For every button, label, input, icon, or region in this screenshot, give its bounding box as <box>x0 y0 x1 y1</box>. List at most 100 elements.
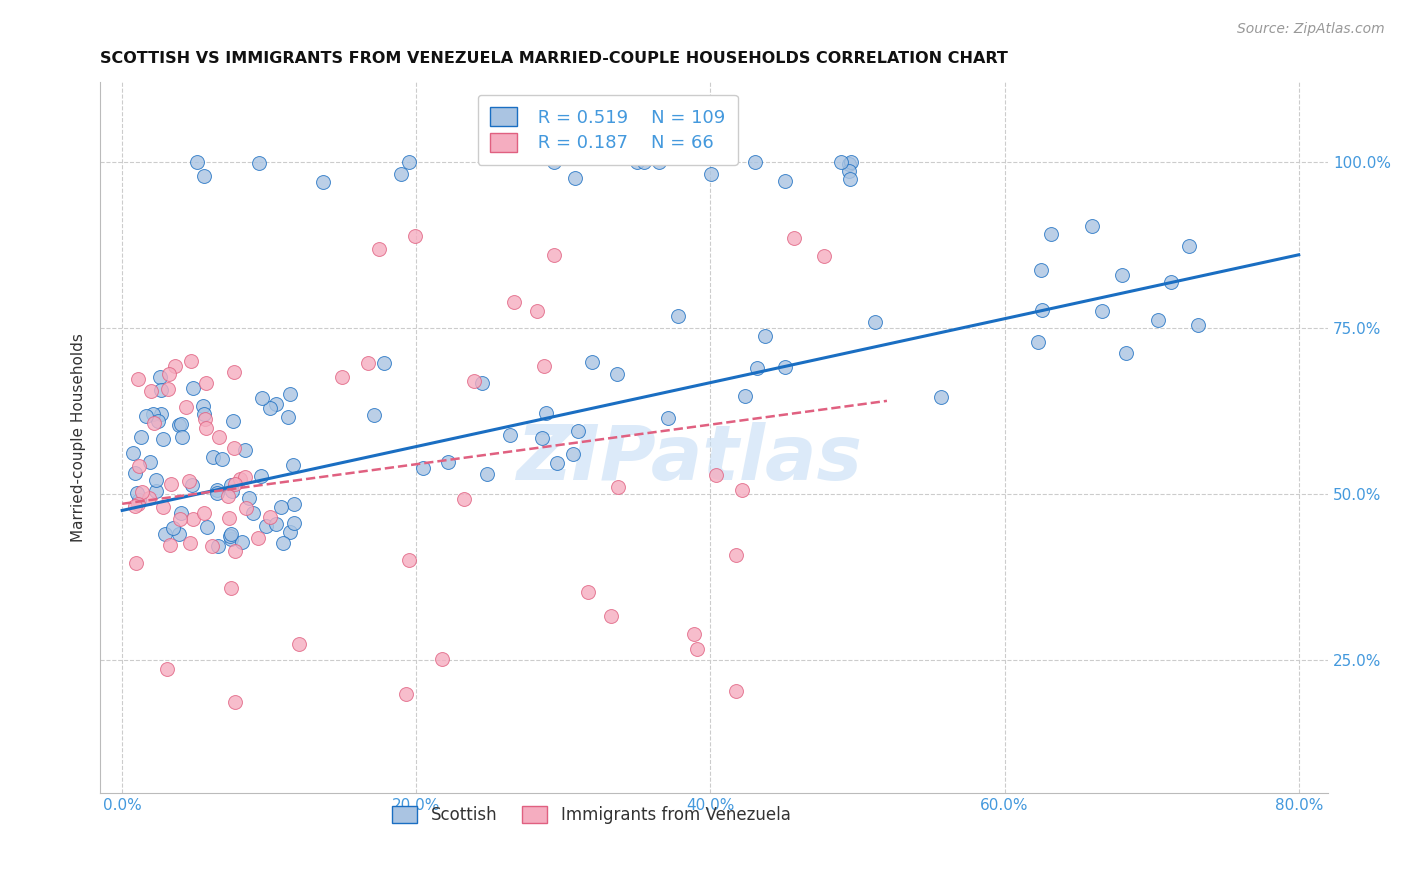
Point <box>724 683 747 698</box>
Point <box>127 371 149 385</box>
Point <box>205 483 228 497</box>
Point <box>398 552 420 566</box>
Point <box>219 478 242 492</box>
Point <box>838 164 860 178</box>
Point <box>249 469 271 483</box>
Point <box>208 429 231 443</box>
Point <box>169 512 191 526</box>
Point <box>264 516 287 531</box>
Point <box>363 408 385 422</box>
Point <box>395 687 418 701</box>
Point <box>145 483 167 498</box>
Point <box>180 354 202 368</box>
Point <box>270 500 292 515</box>
Point <box>839 154 862 169</box>
Point <box>725 549 748 563</box>
Point <box>125 556 148 570</box>
Point <box>201 539 224 553</box>
Point <box>657 411 679 425</box>
Point <box>283 516 305 530</box>
Point <box>863 314 886 328</box>
Point <box>157 367 180 381</box>
Point <box>264 397 287 411</box>
Point <box>430 652 453 666</box>
Point <box>633 154 655 169</box>
Point <box>155 527 177 541</box>
Point <box>177 474 200 488</box>
Point <box>682 627 704 641</box>
Point <box>1081 219 1104 233</box>
Point <box>929 391 952 405</box>
Point <box>222 365 245 379</box>
Point <box>1026 334 1049 349</box>
Point <box>453 492 475 507</box>
Point <box>219 532 242 546</box>
Point <box>700 167 723 181</box>
Point <box>600 609 623 624</box>
Point <box>159 538 181 552</box>
Point <box>499 427 522 442</box>
Point <box>830 154 852 169</box>
Point <box>626 154 648 169</box>
Point <box>231 534 253 549</box>
Point <box>148 414 170 428</box>
Legend: Scottish, Immigrants from Venezuela: Scottish, Immigrants from Venezuela <box>382 796 800 834</box>
Point <box>567 424 589 438</box>
Point <box>211 452 233 467</box>
Point <box>246 531 269 545</box>
Point <box>1091 304 1114 318</box>
Point <box>186 154 208 169</box>
Point <box>222 414 245 428</box>
Point <box>581 355 603 369</box>
Point <box>312 175 335 189</box>
Point <box>152 433 174 447</box>
Point <box>259 509 281 524</box>
Point <box>149 384 172 398</box>
Point <box>475 467 498 481</box>
Point <box>179 535 201 549</box>
Point <box>238 491 260 506</box>
Point <box>124 499 146 513</box>
Point <box>224 477 246 491</box>
Point <box>218 529 240 543</box>
Point <box>228 472 250 486</box>
Point <box>224 442 246 456</box>
Point <box>283 497 305 511</box>
Point <box>165 359 187 373</box>
Point <box>546 456 568 470</box>
Point <box>149 369 172 384</box>
Point <box>254 519 277 533</box>
Point <box>773 174 796 188</box>
Point <box>180 478 202 492</box>
Point <box>224 695 246 709</box>
Point <box>273 535 295 549</box>
Point <box>202 450 225 464</box>
Point <box>606 368 628 382</box>
Point <box>139 455 162 469</box>
Point <box>744 154 766 169</box>
Point <box>666 310 689 324</box>
Point <box>167 527 190 541</box>
Point <box>127 486 149 500</box>
Point <box>233 443 256 458</box>
Point <box>152 500 174 515</box>
Point <box>436 455 458 469</box>
Point <box>647 154 669 169</box>
Point <box>247 156 270 170</box>
Point <box>122 446 145 460</box>
Point <box>128 493 150 508</box>
Point <box>128 458 150 473</box>
Point <box>191 399 214 413</box>
Point <box>181 512 204 526</box>
Point <box>155 662 177 676</box>
Point <box>562 447 585 461</box>
Point <box>543 248 565 262</box>
Point <box>170 506 193 520</box>
Point <box>167 417 190 432</box>
Point <box>404 229 426 244</box>
Point <box>471 376 494 391</box>
Point <box>218 511 240 525</box>
Point <box>242 506 264 520</box>
Point <box>576 584 599 599</box>
Point <box>143 416 166 430</box>
